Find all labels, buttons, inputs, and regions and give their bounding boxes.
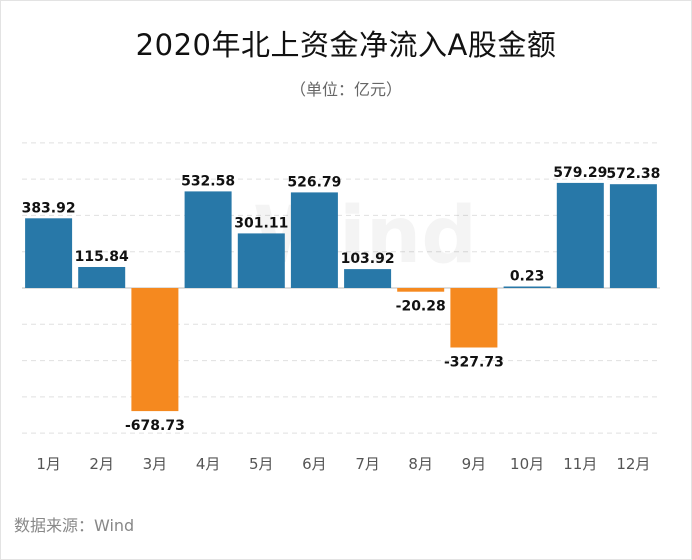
x-tick-10月: 10月: [510, 455, 544, 473]
bar-7月: [344, 269, 392, 288]
x-tick-9月: 9月: [462, 455, 487, 473]
data-label-1月: 383.92: [22, 200, 76, 216]
data-label-3月: -678.73: [125, 418, 185, 434]
data-label-10月: 0.23: [510, 269, 545, 285]
x-tick-7月: 7月: [355, 455, 380, 473]
bar-6月: [290, 192, 338, 288]
x-tick-1月: 1月: [36, 455, 61, 473]
bar-8月: [397, 288, 445, 292]
data-label-9月: -327.73: [444, 355, 504, 371]
data-label-4月: 532.58: [181, 173, 235, 189]
chart-subtitle: （单位：亿元）: [289, 80, 402, 99]
bar-12月: [609, 184, 657, 288]
bar-9月: [450, 288, 498, 348]
data-label-12月: 572.38: [606, 166, 660, 182]
x-tick-11月: 11月: [563, 455, 597, 473]
x-tick-3月: 3月: [143, 455, 168, 473]
data-label-11月: 579.29: [553, 165, 607, 181]
x-tick-8月: 8月: [408, 455, 433, 473]
bar-4月: [184, 191, 232, 288]
x-tick-2月: 2月: [89, 455, 114, 473]
bar-1月: [25, 218, 73, 288]
bar-11月: [556, 182, 604, 288]
bar-5月: [237, 233, 285, 288]
data-label-2月: 115.84: [75, 249, 129, 265]
grid-lines: [22, 142, 660, 434]
bar-10月: [503, 286, 551, 288]
x-tick-labels: 1月 2月 3月 4月 5月 6月 7月 8月 9月 10月 11月 12月: [36, 455, 650, 473]
x-tick-4月: 4月: [196, 455, 221, 473]
data-label-7月: 103.92: [341, 251, 395, 267]
data-source: 数据来源：Wind: [14, 516, 135, 535]
bar-2月: [78, 267, 126, 288]
data-label-6月: 526.79: [287, 174, 341, 190]
data-label-5月: 301.11: [234, 215, 288, 231]
x-tick-5月: 5月: [249, 455, 274, 473]
x-tick-6月: 6月: [302, 455, 327, 473]
bar-3月: [131, 288, 179, 412]
bars: [25, 182, 657, 412]
watermark: Wind: [253, 191, 477, 281]
data-label-8月: -20.28: [396, 299, 446, 315]
x-tick-12月: 12月: [616, 455, 650, 473]
chart-title: 2020年北上资金净流入A股金额: [135, 28, 557, 62]
data-labels: 383.92 115.84 -678.73 532.58 301.11 526.79 103…: [22, 165, 661, 434]
